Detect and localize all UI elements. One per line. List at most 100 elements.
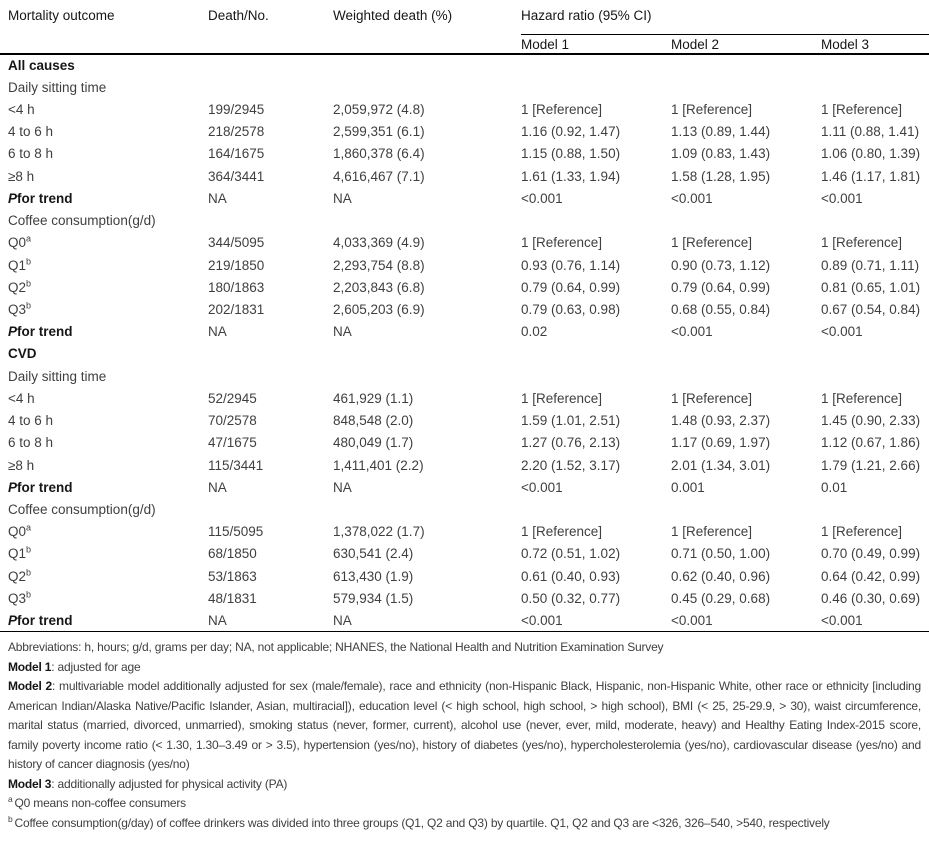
data-cell: 1,860,378 (6.4): [333, 146, 425, 162]
table-row: Q1b 68/1850 630,541 (2.4) 0.72 (0.51, 1.02)…: [0, 543, 929, 565]
table-row: Pfor trend NA NA 0.02 <0.001 <0.001: [0, 321, 929, 343]
data-cell: 1.15 (0.88, 1.50): [521, 146, 621, 162]
row-label: Q3b: [8, 300, 32, 318]
data-cell: 0.93 (0.76, 1.14): [521, 257, 621, 273]
data-cell: 630,541 (2.4): [333, 546, 414, 562]
data-cell: <0.001: [671, 190, 713, 206]
data-cell: 1 [Reference]: [521, 102, 603, 118]
data-cell: 0.70 (0.49, 0.99): [821, 546, 921, 562]
data-cell: 202/1831: [208, 302, 265, 318]
data-cell: 0.68 (0.55, 0.84): [671, 302, 771, 318]
data-cell: [671, 498, 821, 520]
table-row: <4 h 199/2945 2,059,972 (4.8) 1 [Reference]…: [0, 98, 929, 120]
data-cell: 1.09 (0.83, 1.43): [671, 146, 771, 162]
data-cell: [821, 54, 929, 76]
data-cell: [821, 343, 929, 365]
data-cell: [333, 498, 521, 520]
data-cell: 0.81 (0.65, 1.01): [821, 279, 921, 295]
row-label-superscript: b: [26, 589, 32, 600]
data-cell: 2,203,843 (6.8): [333, 279, 425, 295]
data-cell: 1 [Reference]: [521, 390, 603, 406]
data-cell: 1 [Reference]: [521, 524, 603, 540]
data-cell: NA: [333, 324, 352, 340]
data-cell: 579,934 (1.5): [333, 590, 414, 606]
row-label: Q0a: [8, 522, 32, 540]
row-label: <4 h: [8, 102, 35, 118]
table-row: Coffee consumption(g/d): [0, 210, 929, 232]
data-cell: 1 [Reference]: [671, 235, 753, 251]
table-row: Pfor trend NA NA <0.001 <0.001 <0.001: [0, 609, 929, 633]
data-cell: 848,548 (2.0): [333, 413, 414, 429]
data-cell: 0.79 (0.63, 0.98): [521, 302, 621, 318]
row-label: Pfor trend: [8, 324, 73, 340]
col-header-hazard-ratio: Hazard ratio (95% CI): [521, 8, 929, 35]
data-cell: 0.79 (0.64, 0.99): [671, 279, 771, 295]
footnote-label: Model 2: [8, 679, 53, 694]
table-row: <4 h 52/2945 461,929 (1.1) 1 [Reference] 1 […: [0, 387, 929, 409]
table-row: 4 to 6 h 218/2578 2,599,351 (6.1) 1.16 (0.9…: [0, 121, 929, 143]
row-label: Daily sitting time: [8, 79, 107, 95]
data-cell: <0.001: [521, 190, 563, 206]
data-cell: 2,605,203 (6.9): [333, 302, 425, 318]
data-cell: 1.45 (0.90, 2.33): [821, 413, 921, 429]
table-row: Daily sitting time: [0, 76, 929, 98]
footnote-text: : multivariable model additionally adjus…: [8, 679, 921, 772]
row-label: Q2b: [8, 278, 32, 295]
row-label: Q1b: [8, 256, 32, 273]
table-row: Q0a 115/5095 1,378,022 (1.7) 1 [Reference] 1…: [0, 521, 929, 543]
footnote-text: : adjusted for age: [51, 659, 141, 674]
data-cell: NA: [333, 479, 352, 495]
data-cell: 1.59 (1.01, 2.51): [521, 413, 621, 429]
row-label: CVD: [8, 346, 37, 362]
data-cell: <0.001: [671, 609, 821, 633]
row-label: Daily sitting time: [8, 368, 107, 384]
row-label-superscript: b: [26, 278, 32, 289]
row-label: Q1b: [8, 544, 32, 562]
table-header: Mortality outcome Death/No. Weighted dea…: [0, 8, 929, 55]
table-row: Q1b 219/1850 2,293,754 (8.8) 0.93 (0.76, 1.…: [0, 254, 929, 276]
data-cell: <0.001: [821, 609, 929, 633]
table-row: Q0a 344/5095 4,033,369 (4.9) 1 [Reference] 1…: [0, 232, 929, 254]
data-cell: [671, 210, 821, 232]
data-cell: <0.001: [821, 190, 863, 206]
data-cell: 1.58 (1.28, 1.95): [671, 168, 771, 184]
data-cell: 1 [Reference]: [821, 524, 903, 540]
data-cell: [521, 498, 671, 520]
col-header-weighted-death: Weighted death (%): [333, 8, 521, 55]
data-cell: 1 [Reference]: [821, 390, 903, 406]
footnote-marker: a: [8, 794, 13, 805]
data-cell: 0.71 (0.50, 1.00): [671, 546, 771, 562]
data-cell: 1.61 (1.33, 1.94): [521, 168, 621, 184]
footnote-text: Q0 means non-coffee consumers: [14, 796, 187, 811]
data-cell: 1 [Reference]: [671, 524, 753, 540]
data-cell: 1.16 (0.92, 1.47): [521, 124, 621, 140]
table-body: All causes Daily sitting time <4 h 199/2945…: [0, 54, 929, 633]
data-cell: 47/1675: [208, 435, 257, 451]
row-label: 6 to 8 h: [8, 146, 54, 162]
col-header-model-1: Model 1: [521, 34, 671, 55]
col-header-death-no: Death/No.: [208, 8, 333, 55]
data-cell: [671, 54, 821, 76]
data-cell: 1 [Reference]: [821, 235, 903, 251]
data-cell: 0.72 (0.51, 1.02): [521, 546, 621, 562]
row-label: Q0a: [8, 233, 32, 251]
data-cell: [521, 76, 671, 98]
data-cell: 0.89 (0.71, 1.11): [821, 257, 920, 273]
table-row: ≥8 h 115/3441 1,411,401 (2.2) 2.20 (1.52, 3…: [0, 454, 929, 476]
row-label: Q2b: [8, 567, 32, 584]
data-cell: [208, 365, 333, 387]
data-cell: <0.001: [671, 324, 713, 340]
data-cell: [208, 210, 333, 232]
data-cell: 1 [Reference]: [671, 390, 753, 406]
table-row: CVD: [0, 343, 929, 365]
data-cell: NA: [208, 479, 227, 495]
row-label: Coffee consumption(g/d): [8, 501, 156, 517]
data-cell: 364/3441: [208, 168, 265, 184]
data-cell: 1.13 (0.89, 1.44): [671, 124, 771, 140]
row-label: 4 to 6 h: [8, 413, 54, 429]
row-label-superscript: b: [26, 567, 32, 578]
data-cell: [333, 76, 521, 98]
data-cell: NA: [208, 609, 333, 633]
table-row: 4 to 6 h 70/2578 848,548 (2.0) 1.59 (1.01, …: [0, 410, 929, 432]
data-cell: <0.001: [521, 479, 563, 495]
